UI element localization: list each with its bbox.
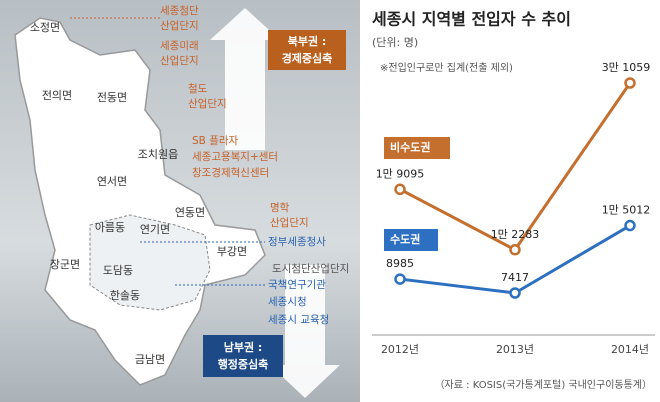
annotation: 철도 [188,83,208,95]
annotation: 명학 [270,202,290,214]
annotation: 국책연구기관 [268,279,326,291]
point [624,219,636,232]
value-label: 1만 2283 [491,228,540,241]
value-label: 1만 5012 [602,204,651,217]
annotation: 산업단지 [160,19,199,32]
map-shape [14,17,266,386]
annotation: 산업단지 [188,97,227,110]
regions: 소정면 전의면 전동면 조치원읍 연서면 연동면 아름동 연기면 부강면 장군면… [30,21,247,366]
annotation: 산업단지 [270,216,309,229]
point [394,273,406,285]
annotation: 창조경제혁신센터 [192,166,269,179]
legend-label: 수도권 [390,233,420,246]
region: 연서면 [97,175,127,188]
chart-note: ※전입인구로만 집계(전출 제외) [380,61,513,74]
south-label: 남부권 : [224,341,263,354]
region: 연기면 [140,223,170,236]
north-box [268,30,346,70]
chart-title: 세종시 지역별 전입자 수 추이 [372,10,571,29]
city-area [89,214,211,311]
region: 장군면 [50,258,80,271]
value-label: 3만 1059 [602,61,651,74]
north-arrow [210,8,280,150]
north-label: 북부권 : [288,34,327,48]
annotations: 세종첨단 산업단지 세종미래 산업단지 철도 산업단지 SB 플라자 세종고용복… [70,5,349,326]
region: 연동면 [175,206,205,219]
point [509,244,521,256]
legend-label: 비수도권 [390,140,430,154]
annotation: 도시첨단산업단지 [272,262,349,275]
legend-box [384,229,438,251]
x-tick-label: 2014년 [611,343,649,356]
annotation: 세종고용복지+센터 [192,151,278,163]
annotation: 정부세종청사 [268,236,326,248]
point [394,183,406,196]
value-label: 1만 9095 [376,167,425,180]
point [624,77,636,89]
value-label: 8985 [386,257,414,270]
annotation: 세종미래 [160,40,199,52]
x-tick-label: 2012년 [381,343,419,356]
region: 금남면 [135,353,165,366]
annotation: 산업단지 [160,54,199,67]
south-label: 행정중심축 [218,357,269,371]
region: 부강면 [217,245,247,258]
north-label: 경제중심축 [282,51,333,65]
south-arrow [270,265,340,398]
value-label: 7417 [501,271,529,284]
annotation: 세종시청 [268,296,307,308]
region: 소정면 [30,21,60,34]
region: 전의면 [42,89,72,102]
region: 한솔동 [110,289,140,302]
south-box [203,335,283,377]
chart-source: （자료 : KOSIS(국가통계포털) 국내인구이동통계） [435,379,652,391]
legend-box [384,137,450,159]
region: 전동면 [97,91,127,104]
point [509,287,521,299]
region: 아름동 [95,221,125,234]
annotation: SB 플라자 [192,135,239,147]
annotation: 세종첨단 [160,5,199,17]
region: 도담동 [103,264,133,277]
annotation: 세종시 교육청 [268,314,329,326]
chart-subtitle: (단위: 명) [372,36,418,49]
x-tick-label: 2013년 [496,343,534,356]
region: 조치원읍 [138,148,178,161]
